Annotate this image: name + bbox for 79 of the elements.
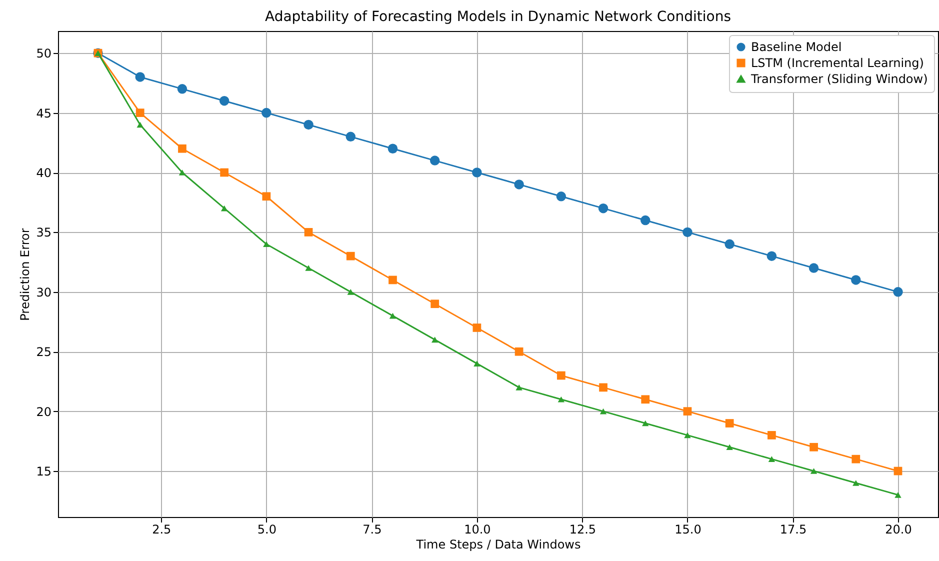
- legend-label: Transformer (Sliding Window): [750, 72, 928, 86]
- point: [347, 289, 354, 295]
- x-tick-label: 2.5: [152, 522, 172, 536]
- point: [346, 252, 355, 260]
- point: [514, 347, 524, 356]
- point: [641, 395, 650, 404]
- y-axis-title: Prediction Error: [18, 228, 32, 321]
- point: [726, 444, 733, 450]
- point: [766, 251, 777, 261]
- x-tick-label: 12.5: [569, 522, 596, 536]
- x-tick-label: 7.5: [362, 522, 382, 536]
- point: [263, 241, 270, 248]
- point: [305, 265, 312, 271]
- point: [220, 168, 228, 177]
- point: [598, 203, 608, 214]
- point: [683, 407, 692, 416]
- point: [472, 324, 482, 332]
- point: [262, 192, 271, 201]
- point: [178, 170, 186, 176]
- point: [178, 144, 186, 153]
- point: [599, 383, 608, 392]
- point: [851, 275, 861, 285]
- point: [894, 492, 902, 498]
- chart-title: Adaptability of Forecasting Models in Dynamic Network Conditions: [264, 9, 732, 25]
- y-tick-label: 30: [36, 285, 52, 300]
- point: [724, 239, 734, 250]
- point: [640, 215, 650, 226]
- point: [177, 84, 188, 94]
- point: [556, 371, 566, 380]
- x-tick-label: 17.5: [780, 522, 807, 536]
- point: [600, 408, 607, 414]
- y-tick-label: 50: [36, 46, 52, 61]
- y-tick-label: 20: [36, 404, 52, 419]
- point: [556, 192, 566, 202]
- point: [514, 180, 524, 190]
- point: [472, 168, 482, 178]
- point: [431, 336, 438, 343]
- point: [810, 468, 818, 474]
- point: [894, 466, 902, 476]
- legend-label: LSTM (Incremental Learning): [751, 56, 924, 70]
- point: [389, 312, 396, 319]
- point: [768, 456, 776, 462]
- y-tick-label: 40: [36, 166, 52, 180]
- point: [136, 108, 144, 117]
- point: [808, 263, 819, 273]
- point: [219, 96, 230, 106]
- x-axis-title: Time Steps / Data Windows: [415, 538, 581, 552]
- y-tick-label: 45: [36, 106, 52, 120]
- point: [135, 72, 145, 82]
- point: [220, 205, 228, 212]
- point: [768, 431, 776, 440]
- point: [136, 122, 144, 128]
- point: [388, 144, 398, 154]
- legend-label: Baseline Model: [751, 40, 842, 54]
- point: [516, 384, 522, 390]
- point: [430, 300, 440, 308]
- point: [430, 156, 440, 166]
- point: [558, 396, 565, 402]
- point: [474, 360, 480, 366]
- x-tick-label: 10.0: [464, 522, 491, 536]
- x-tick-label: 15.0: [674, 522, 702, 536]
- point: [262, 108, 272, 118]
- y-tick-label: 25: [36, 345, 52, 360]
- point: [852, 480, 860, 486]
- point: [684, 432, 691, 438]
- point: [852, 454, 860, 464]
- point: [725, 419, 734, 428]
- point: [893, 287, 903, 297]
- x-tick-label: 20.0: [885, 522, 912, 536]
- point: [304, 120, 314, 130]
- point: [682, 227, 692, 238]
- point: [346, 132, 356, 142]
- x-tick-label: 5.0: [257, 522, 276, 536]
- point: [388, 276, 397, 284]
- point: [810, 442, 818, 452]
- y-tick-label: 15: [36, 464, 52, 479]
- point: [642, 420, 649, 426]
- point: [304, 228, 313, 236]
- y-tick-label: 35: [36, 226, 52, 240]
